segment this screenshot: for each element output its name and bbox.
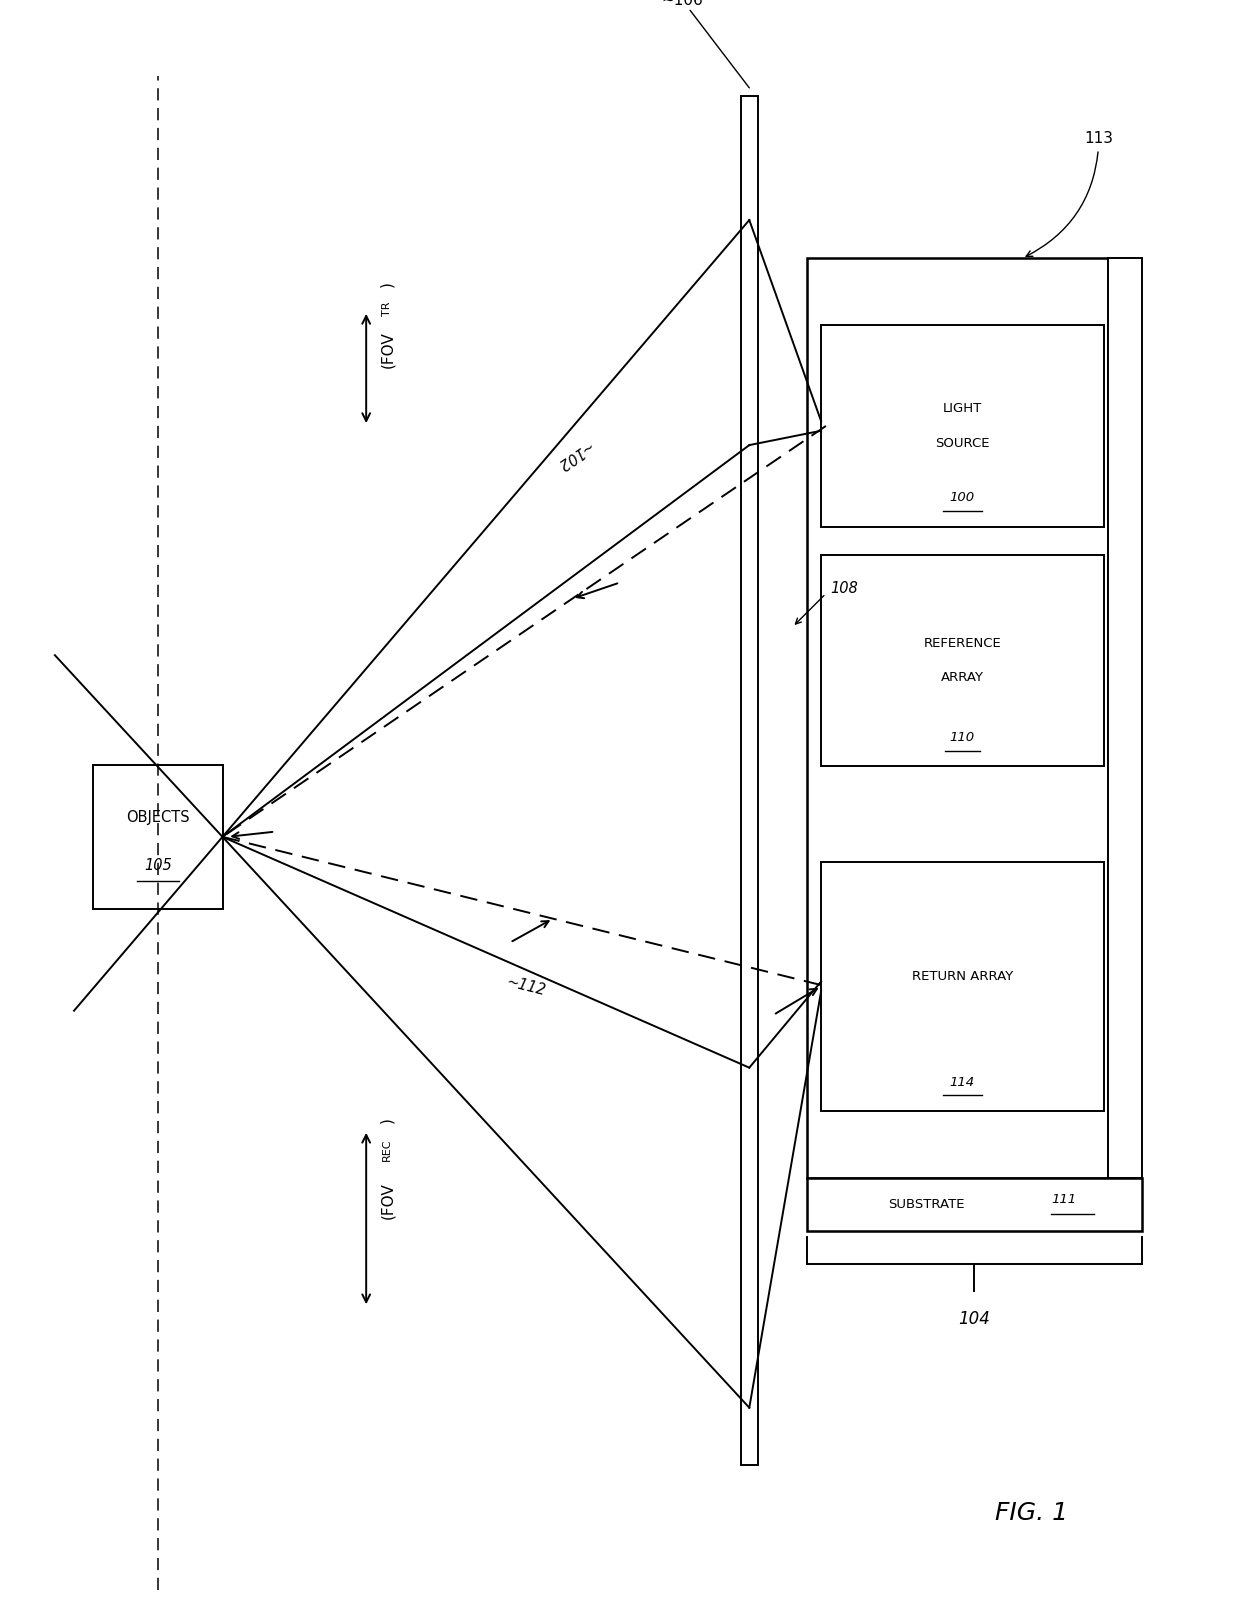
- Text: LIGHT: LIGHT: [942, 402, 982, 415]
- Text: REFERENCE: REFERENCE: [924, 637, 1001, 650]
- Text: TR: TR: [382, 302, 392, 316]
- Text: 105: 105: [144, 858, 171, 873]
- Bar: [821, 555, 1104, 766]
- Text: SUBSTRATE: SUBSTRATE: [888, 1198, 965, 1211]
- Text: ): ): [379, 281, 394, 287]
- Bar: [821, 326, 1104, 526]
- Bar: [807, 1177, 1142, 1231]
- Text: 111: 111: [1052, 1194, 1076, 1207]
- Text: ~112: ~112: [505, 974, 548, 998]
- Text: ~102: ~102: [553, 437, 594, 473]
- Text: 100: 100: [950, 492, 975, 505]
- Bar: [740, 95, 758, 1465]
- Text: FIG. 1: FIG. 1: [996, 1502, 1069, 1524]
- Text: 114: 114: [950, 1076, 975, 1089]
- Text: ~106: ~106: [661, 0, 749, 87]
- Text: 104: 104: [959, 1310, 991, 1327]
- Bar: [821, 861, 1104, 1111]
- Text: OBJECTS: OBJECTS: [126, 810, 190, 826]
- Text: RETURN ARRAY: RETURN ARRAY: [911, 969, 1013, 984]
- Bar: [93, 765, 222, 908]
- Text: 113: 113: [1027, 131, 1114, 256]
- Text: SOURCE: SOURCE: [935, 437, 990, 450]
- Text: ARRAY: ARRAY: [941, 671, 983, 684]
- Text: (FOV: (FOV: [379, 1182, 394, 1218]
- Text: 110: 110: [950, 731, 975, 744]
- Text: (FOV: (FOV: [379, 332, 394, 368]
- Bar: [807, 258, 1109, 1177]
- Text: ): ): [379, 1116, 394, 1123]
- Text: REC: REC: [382, 1139, 392, 1161]
- Text: 108: 108: [831, 581, 858, 597]
- Bar: [1109, 258, 1142, 1177]
